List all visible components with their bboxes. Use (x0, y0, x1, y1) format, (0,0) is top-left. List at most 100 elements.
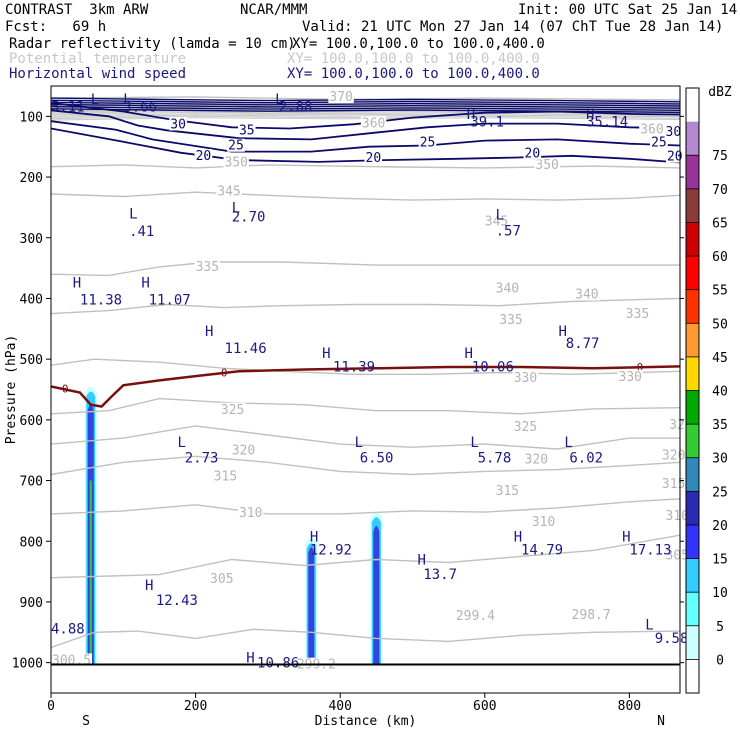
colorbar-label: 15 (712, 553, 728, 568)
field-label-wind: Horizontal wind speed (9, 66, 187, 82)
freezing-label: 0 (637, 361, 644, 374)
org-name: NCAR/MMM (240, 2, 308, 18)
wind-extremum-label: 6.02 (569, 450, 603, 466)
theta-contour-upper (51, 113, 680, 117)
theta-label: 310 (532, 515, 555, 530)
theta-label-mask (223, 155, 249, 169)
wind-contour-upper (51, 105, 680, 111)
wind-label: 30 (666, 125, 682, 140)
wind-extremum-label: L (496, 208, 504, 224)
wind-extremum-label: L (232, 200, 240, 216)
wind-contour-25 (51, 120, 680, 153)
wind-extremum-label: H (586, 107, 594, 123)
theta-label-mask (230, 443, 257, 457)
theta-label-mask (51, 653, 92, 667)
theta-label-mask (194, 260, 220, 274)
wind-label-mask (650, 135, 668, 149)
wind-extremum-label: .57 (496, 223, 521, 239)
wind-label-mask (364, 150, 383, 164)
wind-extremum-label: 39.1 (470, 115, 504, 131)
wind-label-mask (227, 138, 245, 152)
theta-contour-340 (51, 261, 680, 277)
theta-label-mask (664, 509, 690, 523)
wind-extremum-label: 2.70 (232, 209, 266, 225)
colorbar-segment (686, 390, 699, 425)
theta-label-mask (454, 609, 496, 623)
theta-contour-315 (51, 455, 680, 476)
wind-contour-upper (51, 108, 680, 114)
reflectivity-cell-core (308, 547, 315, 665)
colorbar-segment (686, 592, 699, 626)
theta-contour-upper (51, 115, 680, 120)
x-tick-label: 0 (47, 699, 55, 714)
x-tick-label: 400 (328, 699, 351, 714)
theta-label-mask (639, 122, 665, 136)
theta-label-mask (494, 281, 521, 295)
theta-contour-345 (51, 191, 680, 201)
theta-label-mask (212, 469, 239, 483)
theta-label: 330 (514, 371, 537, 386)
wind-extremum-label: H (559, 324, 567, 340)
forecast-hour: Fcst: 69 h (5, 19, 107, 35)
wind-label: 25 (420, 136, 436, 151)
wind-extremum-label: H (622, 529, 630, 545)
colorbar-label: 75 (712, 149, 728, 164)
theta-label-mask (570, 607, 612, 621)
wind-extremum-label: H (467, 107, 475, 123)
colorbar-segment (686, 424, 699, 458)
valid-time: Valid: 21 UTC Mon 27 Jan 14 (07 ChT Tue … (302, 19, 724, 35)
theta-label: 320 (232, 443, 255, 458)
wind-extremum-label: H (465, 346, 473, 362)
wind-label: 20 (667, 150, 683, 165)
theta-contour-upper (51, 117, 680, 121)
wind-extremum-label: 11.46 (225, 341, 267, 357)
wind-extremum-label: H (141, 276, 149, 292)
theta-label: 350 (535, 158, 558, 173)
colorbar-segment (686, 88, 699, 122)
field-xy-theta: XY= 100.0,100.0 to 100.0,400.0 (287, 51, 540, 67)
wind-extremum-label: L (123, 92, 131, 108)
wind-extremum-label: H (418, 552, 426, 568)
theta-label: 300.5 (52, 653, 91, 668)
theta-label-mask (512, 419, 539, 433)
colorbar-segment (686, 121, 699, 156)
theta-label: 315 (214, 470, 237, 485)
theta-contour-300 (51, 628, 680, 649)
x-tick-label: 200 (184, 699, 207, 714)
colorbar-label: 5 (716, 620, 724, 635)
wind-extremum-label: 12.92 (310, 543, 352, 559)
theta-label: 335 (196, 260, 219, 275)
theta-label: 370 (329, 90, 352, 105)
wind-extremum-label: 12.43 (156, 593, 198, 609)
theta-label-mask (328, 90, 354, 104)
wind-extremum-label: 10.06 (472, 359, 514, 375)
colorbar-segment (686, 491, 699, 525)
wind-extremum-label: 2.73 (185, 450, 219, 466)
colorbar-label: 10 (712, 586, 728, 601)
wind-extremum-label: 13.7 (423, 567, 457, 583)
colorbar-segment (686, 356, 699, 391)
colorbar-label: 45 (712, 351, 728, 366)
theta-label: 298.7 (572, 608, 611, 623)
colorbar-unit: dBZ (708, 85, 732, 100)
colorbar-label: 70 (712, 183, 728, 198)
wind-extremum-label: L (91, 92, 99, 108)
theta-label-mask (624, 306, 651, 320)
y-tick-label: 400 (20, 292, 43, 307)
y-tick-label: 900 (20, 596, 43, 611)
y-tick-label: 200 (20, 171, 43, 186)
wind-extremum-label: 17.13 (629, 543, 671, 559)
wind-label-mask (418, 135, 437, 149)
y-tick-label: 300 (20, 232, 43, 247)
colorbar-segment (686, 457, 699, 492)
colorbar-label: 55 (712, 284, 728, 299)
x-tick-label: 800 (618, 699, 641, 714)
theta-label: 320 (525, 453, 548, 468)
theta-label-mask (360, 116, 387, 130)
theta-label: 345 (217, 184, 240, 199)
theta-label-mask (574, 287, 600, 301)
field-label-theta: Potential temperature (9, 51, 187, 67)
wind-extremum-label: L (645, 617, 653, 633)
theta-label-mask (209, 572, 235, 586)
wind-extremum-label: H (73, 276, 81, 292)
